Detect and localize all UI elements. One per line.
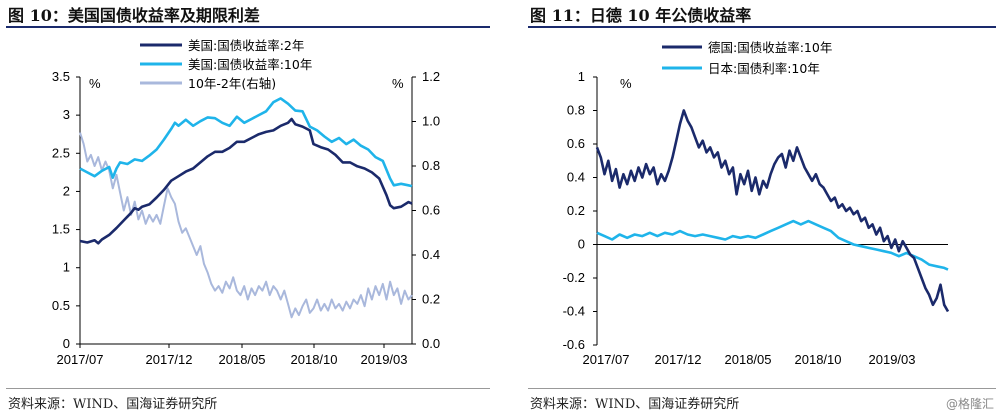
legend-label-0: 德国:国债收益率:10年 (708, 40, 832, 55)
y-tick-label: 0.4 (567, 170, 585, 185)
y-tick-label: 1.5 (52, 222, 70, 237)
y2-tick-label: 0.0 (422, 336, 440, 351)
y-tick-label: 3 (63, 107, 70, 122)
right-unit-label: % (392, 76, 404, 91)
y-tick-label: 1 (578, 69, 585, 84)
left-unit-label: % (89, 76, 101, 91)
left-source-rule (6, 388, 490, 389)
y2-tick-label: 0.2 (422, 292, 440, 307)
x-tick-label: 2017/12 (146, 352, 193, 367)
left-source-note: 资料来源：WIND、国海证券研究所 (8, 397, 218, 412)
y-tick-label: 0.6 (567, 136, 585, 151)
x-tick-label: 2018/05 (219, 352, 266, 367)
y-tick-label: -0.2 (563, 270, 585, 285)
y-tick-label: 0.8 (567, 103, 585, 118)
watermark: @格隆汇 (945, 397, 994, 411)
right-chart-title: 图 11：日德 10 年公债收益率 (530, 6, 752, 25)
left-chart-title: 图 10：美国国债收益率及期限利差 (8, 6, 260, 25)
legend-label-0: 美国:国债收益率:2年 (188, 38, 304, 53)
legend-label-1: 美国:国债收益率:10年 (188, 57, 312, 72)
y-tick-label: 0.5 (52, 298, 70, 313)
y2-tick-label: 0.4 (422, 247, 440, 262)
series-line-0 (595, 109, 950, 313)
right-title-rule (528, 26, 996, 28)
x-tick-label: 2018/10 (795, 352, 842, 367)
y2-tick-label: 0.8 (422, 158, 440, 173)
y2-tick-label: 1.2 (422, 69, 440, 84)
right-source-rule (528, 388, 996, 389)
series-line-1 (79, 97, 413, 188)
y-tick-label: 1 (63, 260, 70, 275)
right-source-note: 资料来源：WIND、国海证券研究所 (530, 397, 740, 412)
y-tick-label: 0 (578, 237, 585, 252)
x-tick-label: 2017/12 (655, 352, 702, 367)
y2-tick-label: 0.6 (422, 203, 440, 218)
x-tick-label: 2017/07 (57, 352, 104, 367)
legend-label-2: 10年-2年(右轴) (188, 76, 276, 91)
y-tick-label: 2 (63, 183, 70, 198)
series-line-0 (79, 117, 413, 245)
y-tick-label: -0.4 (563, 304, 585, 319)
y-tick-label: 0.2 (567, 203, 585, 218)
x-tick-label: 2018/05 (725, 352, 772, 367)
legend-label-1: 日本:国债利率:10年 (708, 61, 820, 76)
y-tick-label: 0 (63, 336, 70, 351)
unit-label: % (620, 76, 632, 91)
x-tick-label: 2017/07 (583, 352, 630, 367)
left-title-rule (6, 26, 490, 28)
x-tick-label: 2019/03 (361, 352, 408, 367)
y-tick-label: 3.5 (52, 69, 70, 84)
x-tick-label: 2018/10 (291, 352, 338, 367)
series-line-2 (79, 132, 413, 319)
y2-tick-label: 1.0 (422, 114, 440, 129)
series-line-1 (596, 219, 949, 271)
y-tick-label: 2.5 (52, 145, 70, 160)
y-tick-label: -0.6 (563, 337, 585, 352)
x-tick-label: 2019/03 (869, 352, 916, 367)
